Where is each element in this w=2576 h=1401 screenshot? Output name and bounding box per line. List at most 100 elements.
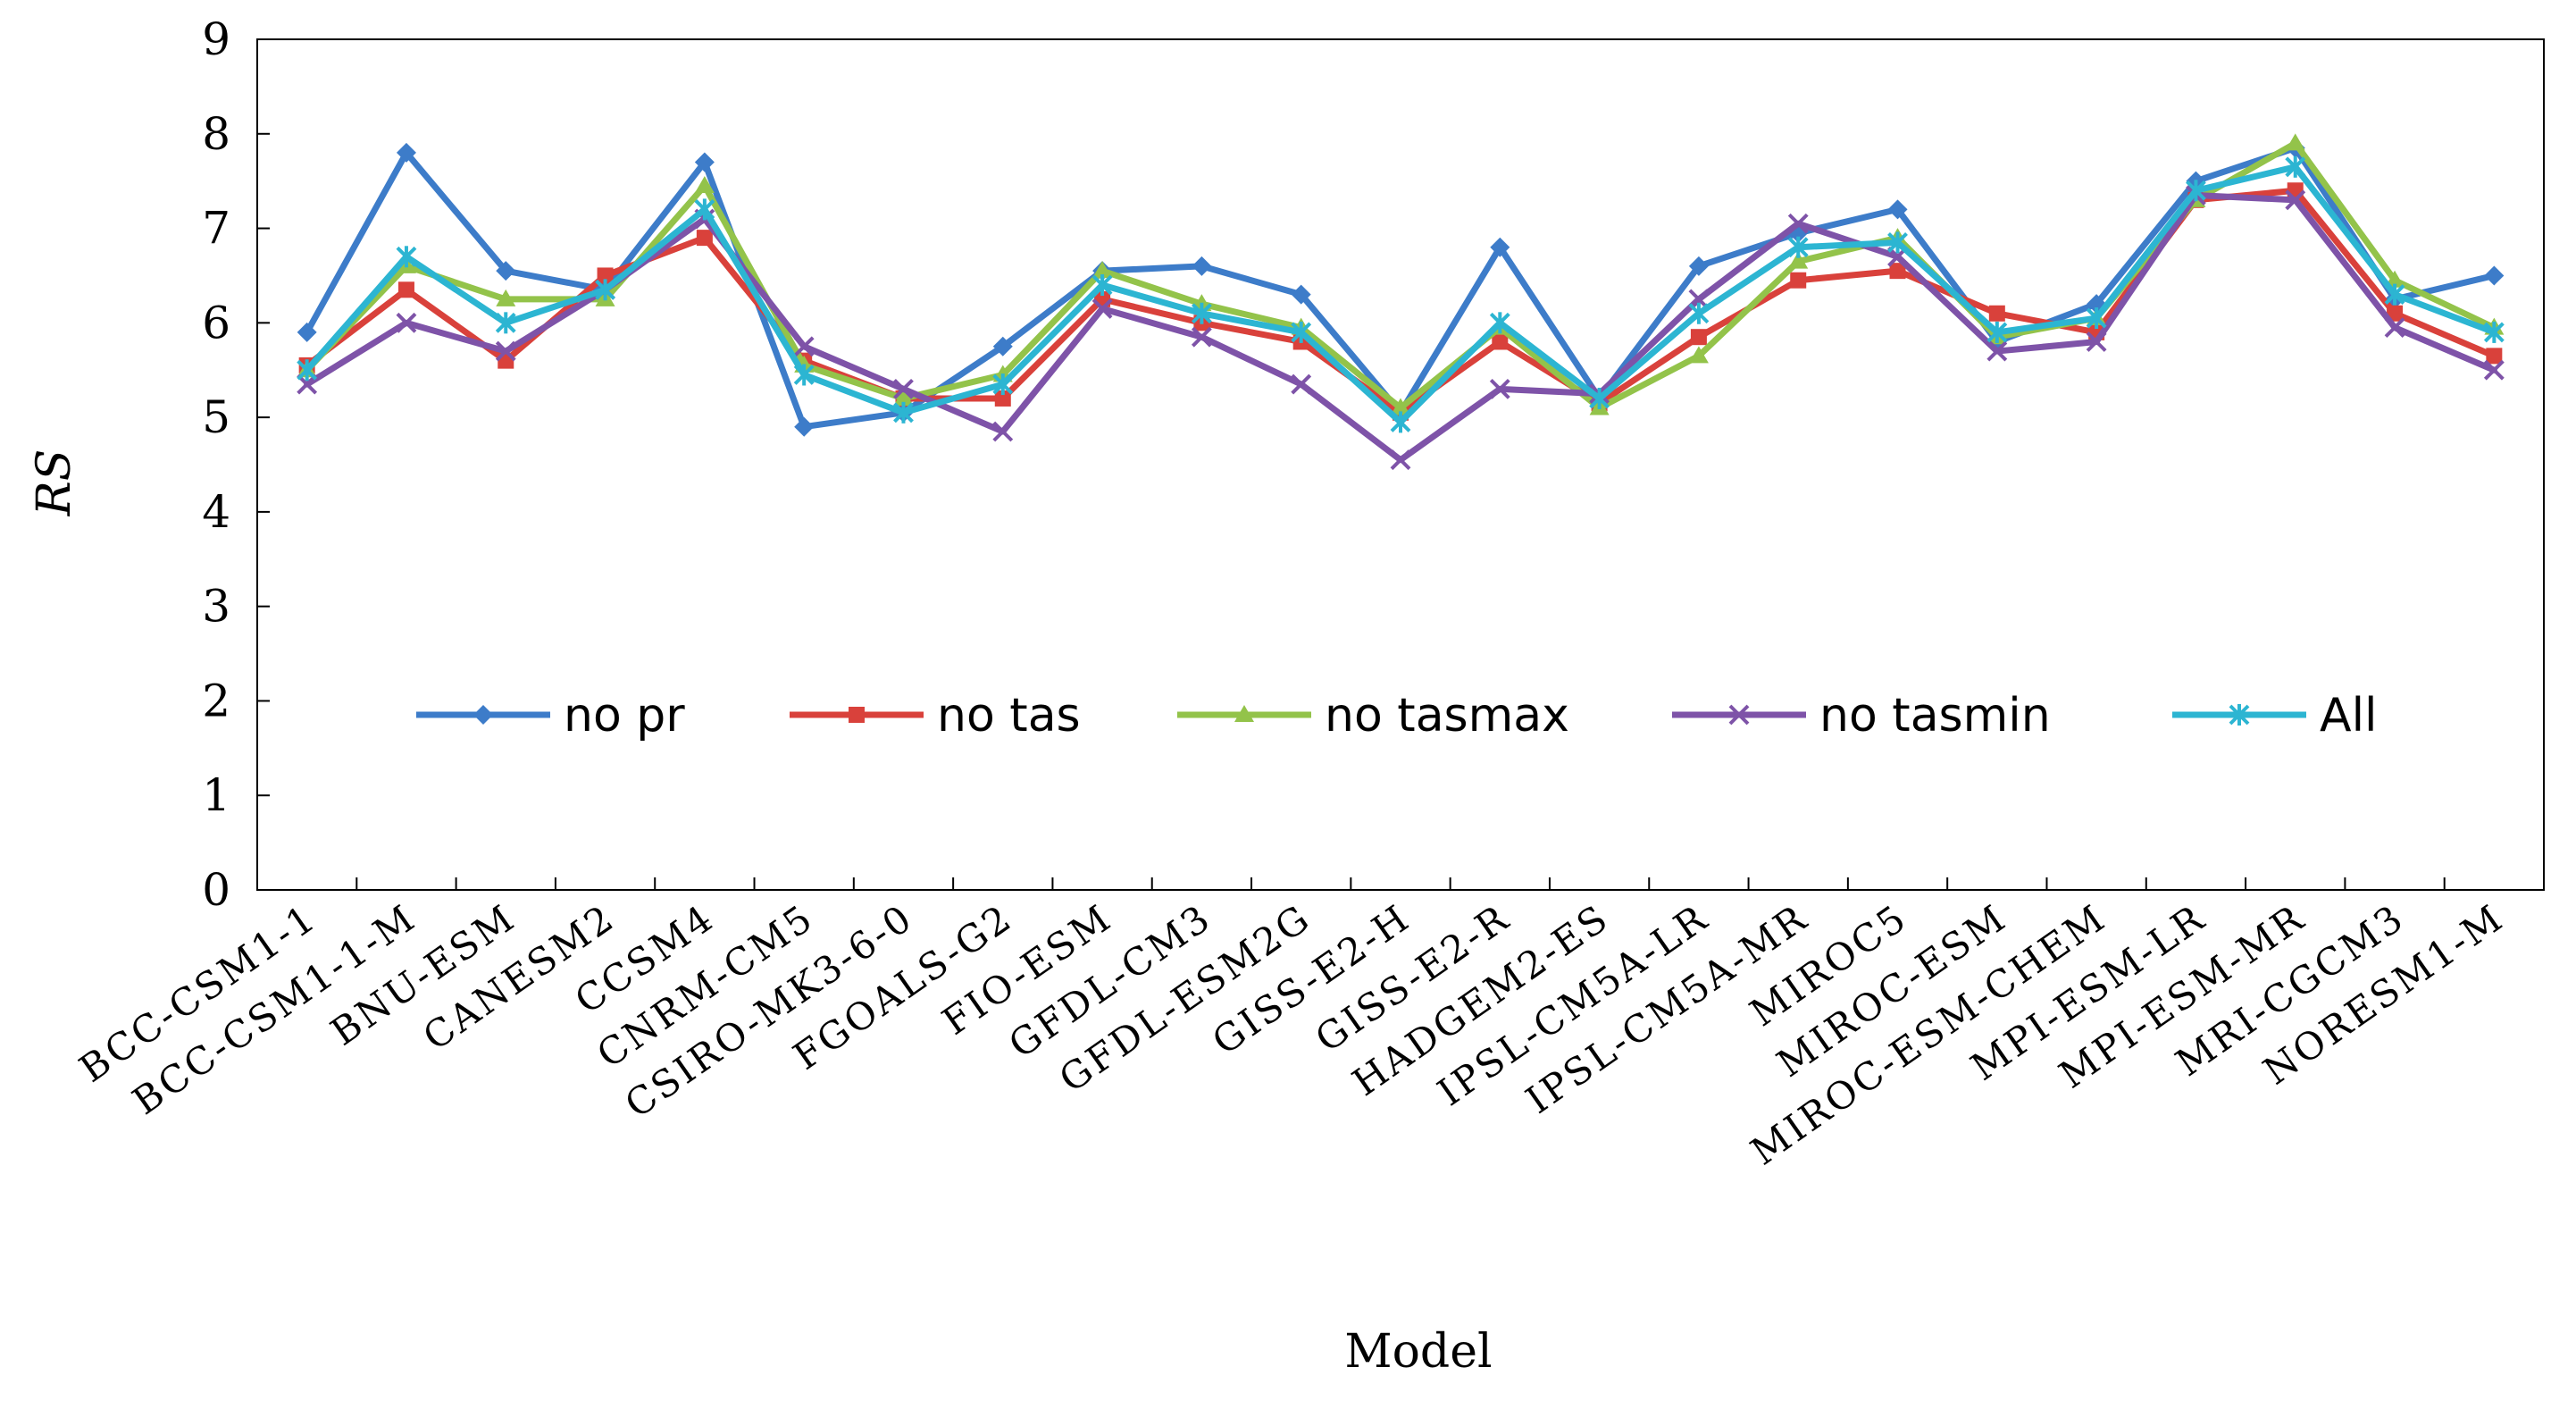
data-point xyxy=(2484,265,2505,286)
data-point xyxy=(694,175,715,193)
data-point xyxy=(1986,340,2008,362)
data-point xyxy=(1986,321,2008,343)
marker-stroke xyxy=(1191,326,1212,348)
data-point xyxy=(1688,346,1709,364)
data-point xyxy=(1091,298,1113,319)
y-tick-label: 6 xyxy=(202,297,230,348)
data-point xyxy=(2186,180,2206,202)
data-point xyxy=(595,279,615,301)
data-point xyxy=(396,142,416,163)
marker-stroke xyxy=(1291,373,1312,395)
marker-stroke xyxy=(1390,449,1411,471)
x-axis-title: Model xyxy=(1344,1325,1492,1379)
data-point xyxy=(396,312,417,333)
data-point xyxy=(495,340,516,362)
data-point xyxy=(893,388,914,406)
data-point xyxy=(1390,449,1411,471)
marker-stroke xyxy=(495,340,516,362)
data-point xyxy=(1489,312,1510,334)
legend-item: no tas xyxy=(790,689,1081,742)
data-point xyxy=(1988,305,2005,322)
data-point xyxy=(1788,251,1809,269)
data-point xyxy=(1091,274,1113,297)
series-layer xyxy=(297,133,2505,471)
data-point xyxy=(496,289,516,306)
y-axis: 0 1 2 3 4 5 6 7 8 9 xyxy=(202,13,270,916)
marker-stroke xyxy=(2483,359,2505,381)
data-point xyxy=(1191,326,1212,348)
series-no-tasmin xyxy=(297,185,2505,471)
data-point xyxy=(1787,236,1809,258)
data-point xyxy=(1688,256,1709,276)
data-point xyxy=(2086,331,2107,352)
data-point xyxy=(397,281,414,298)
series-no-pr xyxy=(297,138,2505,437)
data-point xyxy=(696,230,713,247)
marker-stroke xyxy=(2285,189,2306,211)
y-tick-label: 5 xyxy=(202,391,230,443)
data-point xyxy=(793,364,815,386)
data-point xyxy=(1291,321,1312,343)
data-point xyxy=(2285,189,2306,211)
data-point xyxy=(1191,302,1212,324)
data-point xyxy=(1887,231,1908,254)
data-point xyxy=(1492,333,1509,350)
y-tick-label: 1 xyxy=(202,769,230,821)
marker-stroke xyxy=(1489,378,1510,399)
legend: no pr no tas no tasmax no tasmin All xyxy=(416,689,2377,742)
marker-stroke xyxy=(2384,317,2405,339)
plot-border xyxy=(256,38,2545,891)
data-point xyxy=(1887,199,1908,220)
data-point xyxy=(297,359,318,382)
data-point xyxy=(2285,155,2306,178)
data-point xyxy=(793,336,815,357)
data-point xyxy=(1490,237,1510,257)
data-point xyxy=(794,416,815,437)
data-point xyxy=(994,390,1011,407)
data-point xyxy=(694,152,715,172)
series-line xyxy=(304,139,2497,412)
data-point xyxy=(2285,133,2305,151)
series-line xyxy=(304,145,2497,431)
data-point xyxy=(849,707,865,723)
data-point xyxy=(893,378,914,399)
data-point xyxy=(1391,398,1410,415)
legend-label: no tasmin xyxy=(1819,689,2051,742)
data-point xyxy=(1192,256,1212,276)
marker-stroke xyxy=(1787,213,1809,234)
marker-stroke xyxy=(1728,704,1750,726)
data-point xyxy=(1291,284,1311,305)
y-tick-label: 2 xyxy=(202,675,230,726)
y-tick-label: 3 xyxy=(202,581,230,633)
legend-item: no tasmax xyxy=(1177,689,1569,742)
data-point xyxy=(1390,411,1411,433)
series-all xyxy=(297,155,2505,433)
marker-stroke xyxy=(893,378,914,399)
data-point xyxy=(1690,329,1707,346)
data-point xyxy=(1787,213,1809,234)
data-point xyxy=(2483,321,2505,343)
data-point xyxy=(1688,302,1710,324)
data-point xyxy=(597,267,614,284)
data-point xyxy=(1889,263,1906,280)
data-point xyxy=(496,261,516,281)
data-point xyxy=(2229,704,2250,726)
marker-stroke xyxy=(992,421,1014,442)
legend-label: no pr xyxy=(564,689,685,742)
data-point xyxy=(893,401,914,424)
legend-item: All xyxy=(2172,689,2377,742)
data-point xyxy=(1728,704,1750,726)
data-point xyxy=(1234,705,1254,722)
data-point xyxy=(1790,272,1807,289)
y-tick-label: 0 xyxy=(202,864,230,916)
marker-stroke xyxy=(2086,331,2107,352)
plot-area xyxy=(256,38,2545,891)
data-point xyxy=(2384,317,2405,339)
y-tick-label: 4 xyxy=(202,486,230,538)
y-tick-label: 9 xyxy=(202,13,230,65)
x-axis: BCC-CSM1-1BCC-CSM1-1-MBNU-ESMCANESM2CCSM… xyxy=(71,877,2545,1174)
data-point xyxy=(297,322,317,342)
legend-item: no tasmin xyxy=(1672,689,2051,742)
legend-label: no tasmax xyxy=(1325,689,1569,742)
